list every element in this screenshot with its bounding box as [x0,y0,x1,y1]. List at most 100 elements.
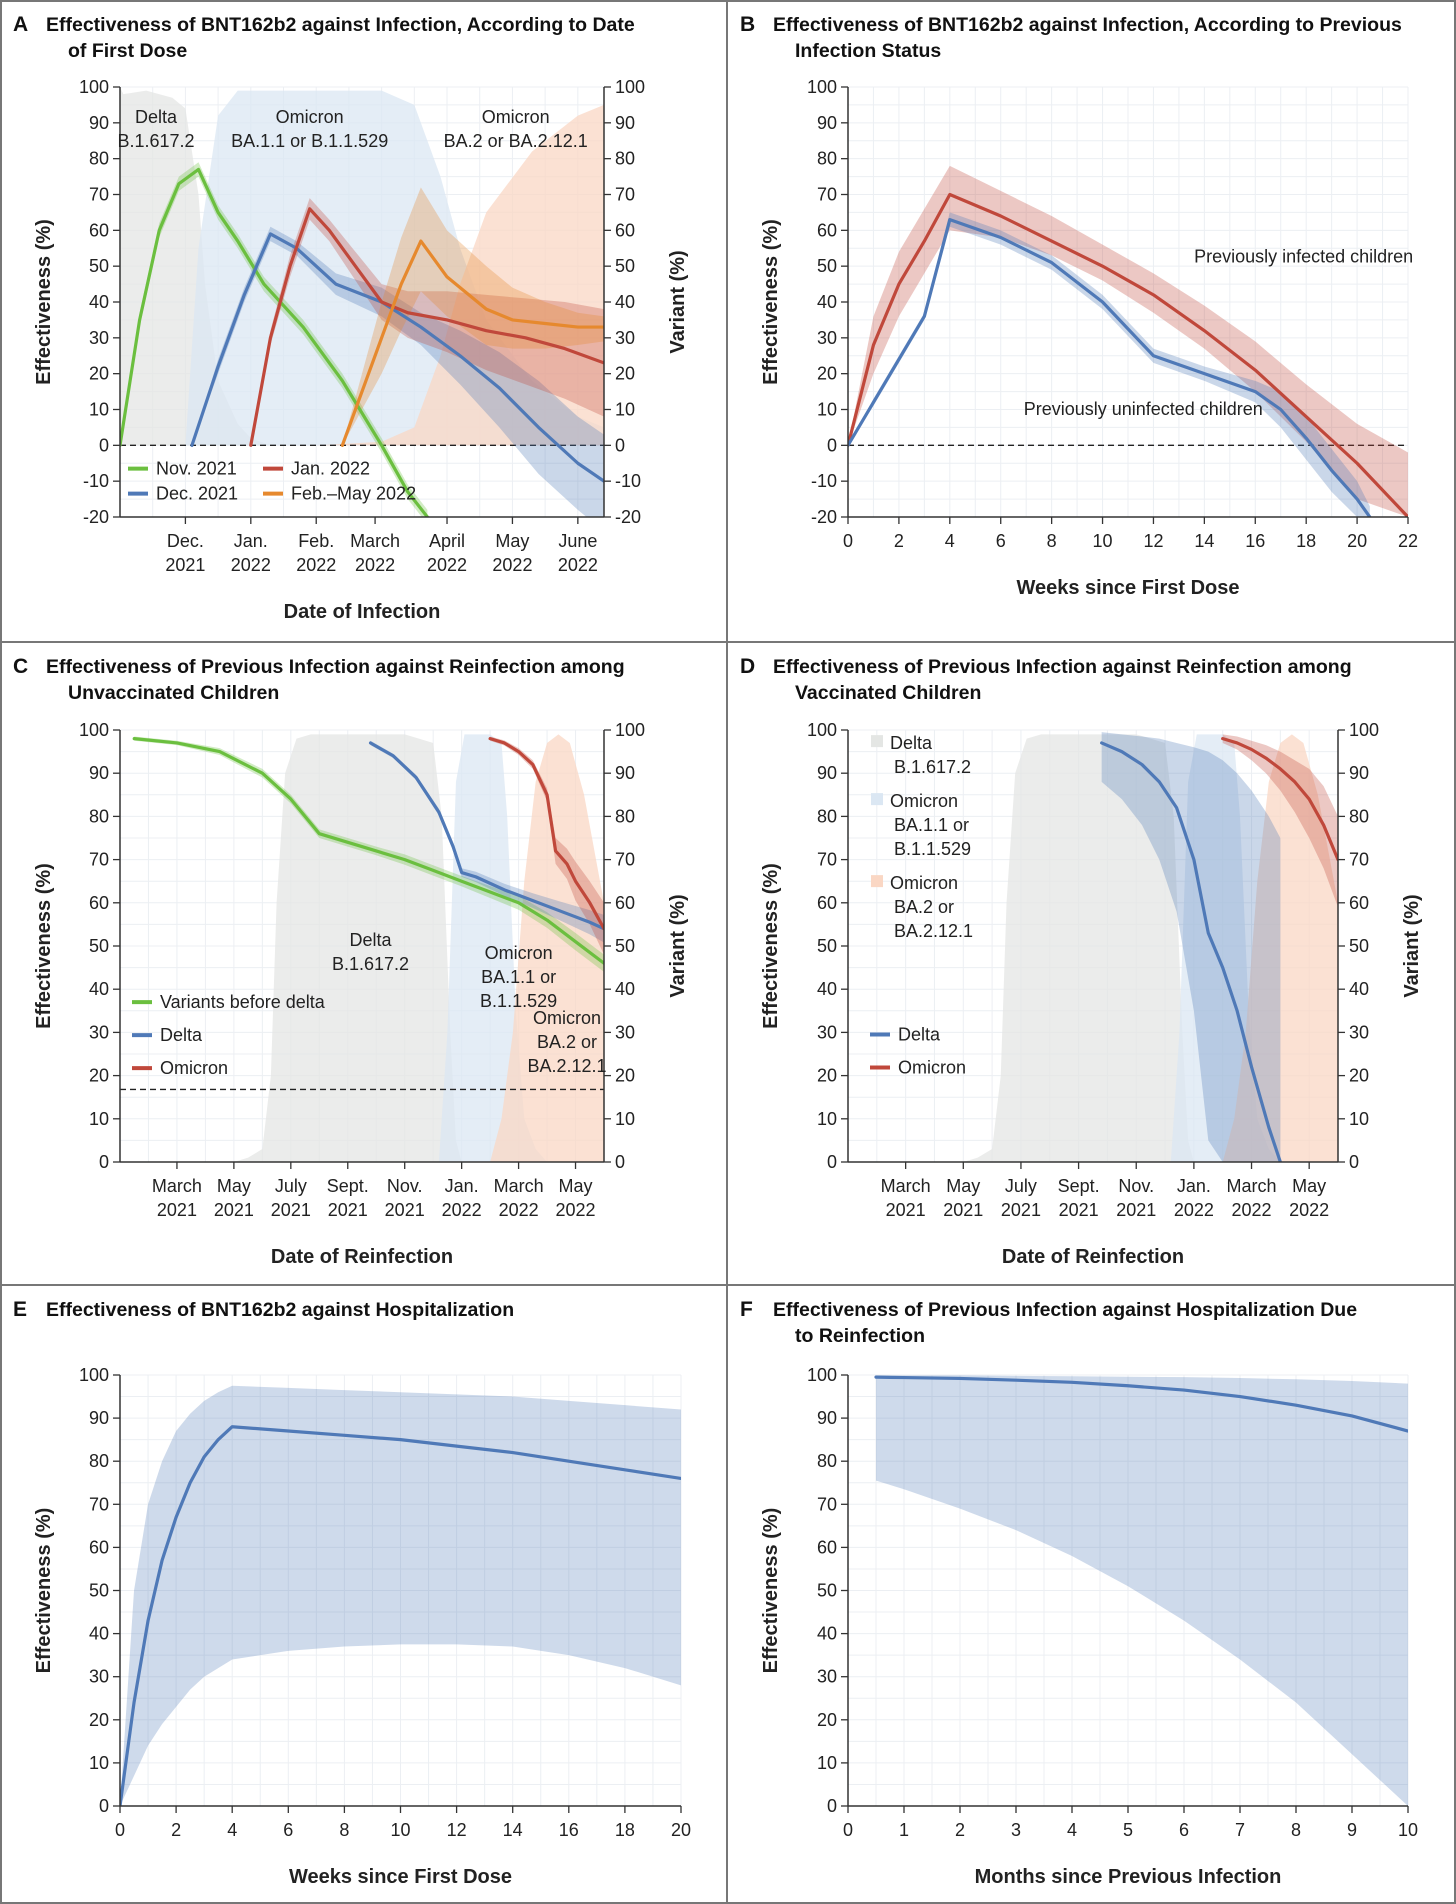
x-tick-label: 8 [339,1820,349,1840]
annotation-label: BA.2.12.1 [527,1056,606,1076]
y-tick-label: 10 [89,1109,109,1129]
annotation-label: Omicron [276,107,344,127]
y-tick-label: 100 [807,1365,837,1385]
y2-tick-label: 0 [615,1152,625,1172]
series-line [120,1425,681,1806]
legend: Nov. 2021 Jan. 2022 Dec. 2021 Feb.–May 2022 [128,459,416,504]
x-tick-label: April [429,531,465,551]
area-legend-label: Omicron [890,873,958,893]
x-tick-label: Jan. [1177,1176,1211,1196]
x-axis-label: Months since Previous Infection [975,1866,1282,1888]
legend-label: Dec. 2021 [156,484,238,504]
series-line [340,239,604,447]
y-tick-label: 80 [89,149,109,169]
series-line [848,217,1372,517]
y2-axis-label: Variant (%) [667,250,689,353]
panel-title: Effectiveness of Previous Infection agai… [773,1299,1357,1321]
area-legend-label: BA.2.12.1 [894,921,973,941]
y-tick-label: 70 [89,1494,109,1514]
y2-tick-label: -10 [615,471,641,491]
y-tick-label: -10 [811,471,837,491]
y2-tick-label: 90 [1349,763,1369,783]
x-tick-label: Dec. [167,531,204,551]
panel-letter: C [13,655,28,678]
y2-tick-label: 10 [1349,1109,1369,1129]
area-legend-label: BA.2 or [894,897,954,917]
y2-tick-label: 10 [615,1109,635,1129]
y-tick-label: 100 [79,1365,109,1385]
area-legend-swatch [871,875,883,888]
y-tick-label: 30 [817,328,837,348]
y-tick-label: 90 [817,763,837,783]
series-line [120,167,430,517]
y-tick-label: 40 [817,1624,837,1644]
annotation-label: Omicron [482,107,550,127]
x-tick-label: 2022 [442,1200,482,1220]
x-tick-label: 2 [955,1820,965,1840]
y-tick-label: 60 [89,220,109,240]
x-tick-label: 6 [1179,1820,1189,1840]
x-tick-label: March [1227,1176,1277,1196]
x-tick-label: 2021 [214,1200,254,1220]
x-axis-label: Date of Reinfection [271,1246,453,1268]
annotation-label: B.1.617.2 [332,954,409,974]
y-tick-label: 80 [89,1451,109,1471]
area-legend-label: B.1.1.529 [894,839,971,859]
x-tick-label: 20 [671,1820,691,1840]
series-line [488,737,604,931]
y-tick-label: 60 [817,893,837,913]
x-tick-label: 8 [1291,1820,1301,1840]
y-tick-label: 20 [89,364,109,384]
y2-tick-label: 0 [1349,1152,1359,1172]
y2-tick-label: 20 [1349,1066,1369,1086]
x-tick-label: 2022 [556,1200,596,1220]
y-tick-label: 100 [79,720,109,740]
variant-area [1170,734,1281,1162]
y-tick-label: 40 [89,1624,109,1644]
area-legend: Delta B.1.617.2 Omicron BA.1.1 or B.1.1.529 O… [871,733,973,941]
y2-tick-label: 80 [615,806,635,826]
y-tick-label: -20 [811,507,837,527]
x-tick-label: 4 [1067,1820,1077,1840]
x-tick-label: June [558,531,597,551]
x-tick-label: May [946,1176,980,1196]
x-tick-label: 2021 [165,555,205,575]
y2-tick-label: 80 [1349,806,1369,826]
x-tick-label: 10 [1398,1820,1418,1840]
y-tick-label: 70 [817,185,837,205]
y-tick-label: 10 [89,400,109,420]
x-tick-label: Jan. [234,531,268,551]
x-tick-label: Feb. [298,531,334,551]
y-tick-label: 50 [817,936,837,956]
series-line [874,1375,1408,1433]
y-tick-label: 10 [89,1753,109,1773]
y2-tick-label: 50 [615,936,635,956]
x-tick-label: 16 [559,1820,579,1840]
y-tick-label: 30 [89,1667,109,1687]
x-tick-label: 2 [894,531,904,551]
confidence-band [876,1375,1408,1806]
y-tick-label: 0 [99,1152,109,1172]
y-tick-label: 80 [817,149,837,169]
x-tick-label: 6 [283,1820,293,1840]
y2-tick-label: 40 [615,292,635,312]
variant-area [233,734,462,1162]
y-tick-label: 20 [817,1066,837,1086]
y-axis-label: Effectiveness (%) [760,1508,782,1674]
y2-tick-label: 70 [615,185,635,205]
y-tick-label: 10 [817,1109,837,1129]
legend-label: Nov. 2021 [156,459,237,479]
series-group [1100,732,1338,1162]
area-legend-label: BA.1.1 or [894,815,969,835]
x-tick-label: 2022 [1289,1200,1329,1220]
x-tick-label: 2021 [1001,1200,1041,1220]
legend: Variants before delta Delta Omicron [132,992,326,1078]
x-tick-label: May [217,1176,251,1196]
y-tick-label: -10 [83,471,109,491]
legend-label: Jan. 2022 [291,459,370,479]
x-tick-label: 20 [1347,531,1367,551]
y-tick-label: 90 [817,113,837,133]
panel-title: Effectiveness of Previous Infection agai… [773,656,1352,678]
x-tick-label: March [152,1176,202,1196]
x-tick-label: March [881,1176,931,1196]
